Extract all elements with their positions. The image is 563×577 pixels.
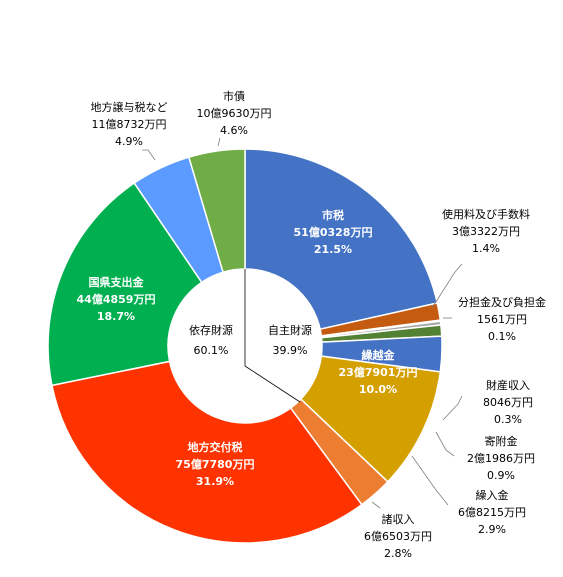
amount-label: 10億9630万円 xyxy=(197,107,272,120)
slice-label-8: 諸収入 6億6503万円 2.8% xyxy=(364,512,432,560)
slice-label-11: 地方譲与税など 11億8732万円 4.9% xyxy=(91,100,168,148)
slice-label-12: 市債 10億9630万円 4.6% xyxy=(197,89,272,137)
percent-label: 31.9% xyxy=(196,475,234,488)
percent-label: 0.1% xyxy=(488,330,516,343)
leader-line-5 xyxy=(435,431,455,457)
category-label: 財産収入 xyxy=(486,378,530,392)
slice-10 xyxy=(47,182,203,387)
percent-label: 0.3% xyxy=(494,413,522,426)
amount-label: 3億3322万円 xyxy=(452,225,520,238)
percent-label: 4.6% xyxy=(220,124,248,137)
center-left-value: 60.1% xyxy=(194,344,229,357)
amount-label: 23億7901万円 xyxy=(339,365,418,379)
percent-label: 2.8% xyxy=(384,547,412,560)
leader-line-8 xyxy=(371,501,381,509)
slice-12 xyxy=(187,148,246,274)
category-label: 地方譲与税など xyxy=(91,100,168,114)
slice-label-6: 繰入金 6億8215万円 2.9% xyxy=(458,488,526,536)
category-label: 使用料及び手数料 xyxy=(442,207,530,221)
center-right-label: 自主財源 xyxy=(268,323,312,337)
category-label: 繰入金 xyxy=(476,488,509,502)
leader-line-2 xyxy=(431,263,463,309)
category-label: 分担金及び負担金 xyxy=(458,295,546,309)
slice-labels: 市税 51億0328万円 21.5% 使用料及び手数料 3億3322万円 1.4% 分担金及… xyxy=(77,89,546,560)
slice-1 xyxy=(244,148,439,331)
category-label: 市税 xyxy=(322,208,344,222)
leader-line-6 xyxy=(411,455,449,506)
slice-label-4: 財産収入 8046万円 0.3% xyxy=(483,378,533,426)
amount-label: 11億8732万円 xyxy=(92,118,167,131)
slice-label-3: 分担金及び負担金 1561万円 0.1% xyxy=(458,295,546,343)
percent-label: 1.4% xyxy=(472,242,500,255)
slice-9 xyxy=(51,360,363,544)
percent-label: 0.9% xyxy=(487,469,515,482)
percent-label: 21.5% xyxy=(314,243,352,256)
donut-slices xyxy=(47,148,443,544)
category-label: 寄附金 xyxy=(485,434,518,448)
amount-label: 51億0328万円 xyxy=(294,225,373,239)
slice-label-2: 使用料及び手数料 3億3322万円 1.4% xyxy=(442,207,530,255)
amount-label: 44億4859万円 xyxy=(77,292,156,306)
category-label: 地方交付税 xyxy=(188,440,243,454)
leader-line-12 xyxy=(217,137,221,147)
slice-label-5: 寄附金 2億1986万円 0.9% xyxy=(467,434,535,482)
leader-lines xyxy=(142,137,463,509)
slice-label-7: 繰越金 23億7901万円 10.0% xyxy=(339,348,418,396)
percent-label: 18.7% xyxy=(97,310,135,323)
amount-label: 8046万円 xyxy=(483,396,533,409)
amount-label: 1561万円 xyxy=(477,313,527,326)
category-label: 国県支出金 xyxy=(89,275,145,289)
amount-label: 6億8215万円 xyxy=(458,506,526,519)
leader-line-4 xyxy=(442,395,463,421)
amount-label: 75億7780万円 xyxy=(176,457,255,471)
category-label: 市債 xyxy=(223,89,245,103)
center-left-label: 依存財源 xyxy=(189,323,233,337)
amount-label: 6億6503万円 xyxy=(364,530,432,543)
category-label: 諸収入 xyxy=(382,512,415,526)
center-right-value: 39.9% xyxy=(273,344,308,357)
slice-label-9: 地方交付税 75億7780万円 31.9% xyxy=(176,440,255,488)
leader-line-11 xyxy=(142,149,156,161)
percent-label: 10.0% xyxy=(359,383,397,396)
percent-label: 4.9% xyxy=(115,135,143,148)
slice-label-10: 国県支出金 44億4859万円 18.7% xyxy=(77,275,156,323)
category-label: 繰越金 xyxy=(362,348,396,362)
percent-label: 2.9% xyxy=(478,523,506,536)
center-divider-diagonal xyxy=(244,365,301,403)
amount-label: 2億1986万円 xyxy=(467,452,535,465)
slice-label-1: 市税 51億0328万円 21.5% xyxy=(294,208,373,256)
